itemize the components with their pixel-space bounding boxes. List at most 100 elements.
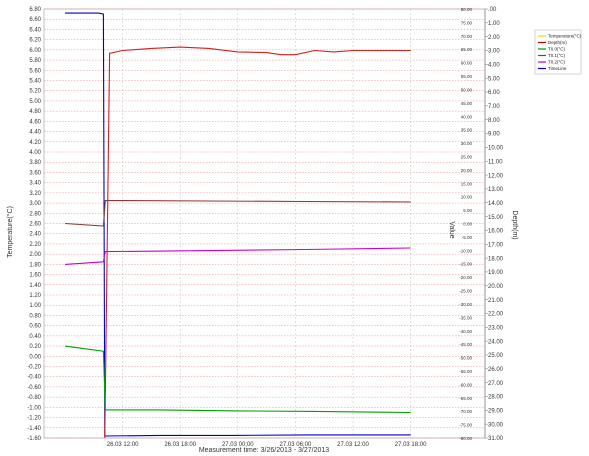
right-tick-label: 12.00: [488, 173, 504, 179]
left-tick-label: -0.20: [27, 365, 41, 371]
left-tick-label: -1.40: [27, 426, 41, 432]
middle-tick-label: -70.00: [459, 409, 472, 414]
right-tick-label: 17.00: [488, 242, 504, 248]
left-tick-label: 6.60: [29, 17, 41, 23]
left-tick-label: 4.00: [29, 150, 41, 156]
right-tick-label: 5.00: [488, 76, 500, 82]
middle-tick-label: -45.00: [459, 342, 472, 347]
right-tick-label: 29.00: [488, 409, 504, 415]
middle-tick-label: -65.00: [459, 396, 472, 401]
series-line: [64, 199, 411, 227]
x-tick-label: 27.03 06:00: [280, 442, 312, 448]
left-tick-label: -0.80: [27, 395, 41, 401]
left-tick-label: 3.80: [29, 160, 41, 166]
left-tick-label: 0.20: [29, 344, 41, 350]
legend-entry: T0.0(°C): [548, 47, 566, 52]
left-tick-label: 5.20: [29, 89, 41, 95]
right-tick-label: 23.00: [488, 325, 504, 331]
middle-tick-label: 50.00: [461, 87, 473, 92]
right-tick-label: 3.00: [488, 49, 500, 55]
left-tick-label: 0.40: [29, 334, 41, 340]
left-tick-label: 3.40: [29, 181, 41, 187]
right-tick-label: 13.00: [488, 187, 504, 193]
middle-axis-title: Value: [448, 221, 455, 238]
legend-entry: TimeLine: [548, 66, 567, 71]
series-line: [104, 46, 411, 439]
middle-tick-label: 55.00: [461, 74, 473, 79]
right-tick-label: 4.00: [488, 63, 500, 69]
middle-tick-label: 70.00: [461, 34, 473, 39]
left-tick-label: -1.20: [27, 416, 41, 422]
left-tick-label: 1.80: [29, 262, 41, 268]
right-tick-label: 7.00: [488, 104, 500, 110]
left-tick-label: -1.00: [27, 405, 41, 411]
middle-tick-label: -50.00: [459, 356, 472, 361]
middle-tick-label: -75.00: [459, 423, 472, 428]
right-tick-label: .00: [488, 7, 497, 13]
right-tick-label: 26.00: [488, 367, 504, 373]
right-tick-label: 21.00: [488, 298, 504, 304]
middle-tick-label: 60.00: [461, 61, 473, 66]
right-tick-label: 1.00: [488, 21, 500, 27]
x-tick-label: 27.03 00:00: [222, 442, 254, 448]
left-tick-label: 1.40: [29, 283, 41, 289]
right-tick-label: 15.00: [488, 215, 504, 221]
right-tick-label: 24.00: [488, 339, 504, 345]
middle-tick-label: -25.00: [459, 289, 472, 294]
left-axis: -1.60 -1.40 -1.20 -1.00 -0.80 -0.60 -0.40 -0.20…: [27, 7, 41, 442]
middle-tick-label: -55.00: [459, 369, 472, 374]
series-line: [65, 12, 411, 437]
left-tick-label: 0.60: [29, 324, 41, 330]
left-tick-label: -0.40: [27, 375, 41, 381]
middle-tick-label: -30.00: [459, 302, 472, 307]
left-tick-label: 2.80: [29, 211, 41, 217]
series-layer: [64, 12, 411, 439]
left-tick-label: 3.60: [29, 170, 41, 176]
middle-tick-label: 30.00: [461, 141, 473, 146]
right-tick-label: 11.00: [488, 159, 503, 165]
middle-tick-label: -5.00: [462, 235, 473, 240]
left-tick-label: 2.40: [29, 232, 41, 238]
left-tick-label: 3.20: [29, 191, 41, 197]
middle-tick-label: 65.00: [461, 47, 473, 52]
legend-entry: Temperature(°C): [548, 34, 582, 39]
series-line: [64, 345, 411, 414]
middle-axis: 80.00 75.00 70.00 65.00 60.00 55.00 50.00 45.00…: [459, 7, 472, 441]
middle-tick-label: 45.00: [461, 101, 473, 106]
right-tick-label: 10.00: [488, 146, 504, 152]
left-tick-label: 4.80: [29, 109, 41, 115]
middle-tick-label: 0.00: [463, 222, 472, 227]
x-axis-title: Measurement time: 3/26/2013 - 3/27/2013: [199, 447, 329, 454]
right-axis-title: Depth(m): [511, 210, 518, 239]
right-tick-label: 30.00: [488, 422, 504, 428]
left-tick-label: 0.80: [29, 313, 41, 319]
middle-tick-label: -80.00: [459, 436, 472, 441]
middle-tick-label: 15.00: [461, 181, 473, 186]
right-axis: .00 1.00 2.00 3.00 4.00 5.00 6.00 7.00 8.00 9.00 1…: [485, 7, 504, 442]
legend: Temperature(°C)Depth(m) T0.0(°C)T0.1(°C) T…: [534, 29, 582, 75]
right-tick-label: 31.00: [488, 436, 504, 442]
right-tick-label: 18.00: [488, 256, 504, 262]
x-tick-label: 27.03 12:00: [337, 442, 369, 448]
legend-entry: T0.2(°C): [548, 60, 566, 65]
middle-tick-label: 80.00: [461, 7, 473, 12]
left-tick-label: 2.00: [29, 252, 41, 258]
left-tick-label: 6.80: [29, 7, 41, 13]
x-tick-label: 26.03 12:00: [107, 442, 139, 448]
right-tick-label: 8.00: [488, 118, 500, 124]
left-tick-label: 5.80: [29, 58, 41, 64]
series-line: [64, 247, 411, 265]
middle-tick-label: -20.00: [459, 275, 472, 280]
middle-tick-label: 10.00: [461, 195, 473, 200]
middle-tick-label: -10.00: [459, 248, 472, 253]
middle-tick-label: 20.00: [461, 168, 473, 173]
left-tick-label: 6.40: [29, 27, 41, 33]
right-tick-label: 27.00: [488, 381, 504, 387]
left-tick-label: 6.00: [29, 48, 41, 54]
left-tick-label: 4.20: [29, 140, 41, 146]
middle-tick-label: 40.00: [461, 114, 473, 119]
left-tick-label: -0.60: [27, 385, 41, 391]
left-tick-label: 4.40: [29, 130, 41, 136]
x-tick-label: 26.03 18:00: [164, 442, 196, 448]
